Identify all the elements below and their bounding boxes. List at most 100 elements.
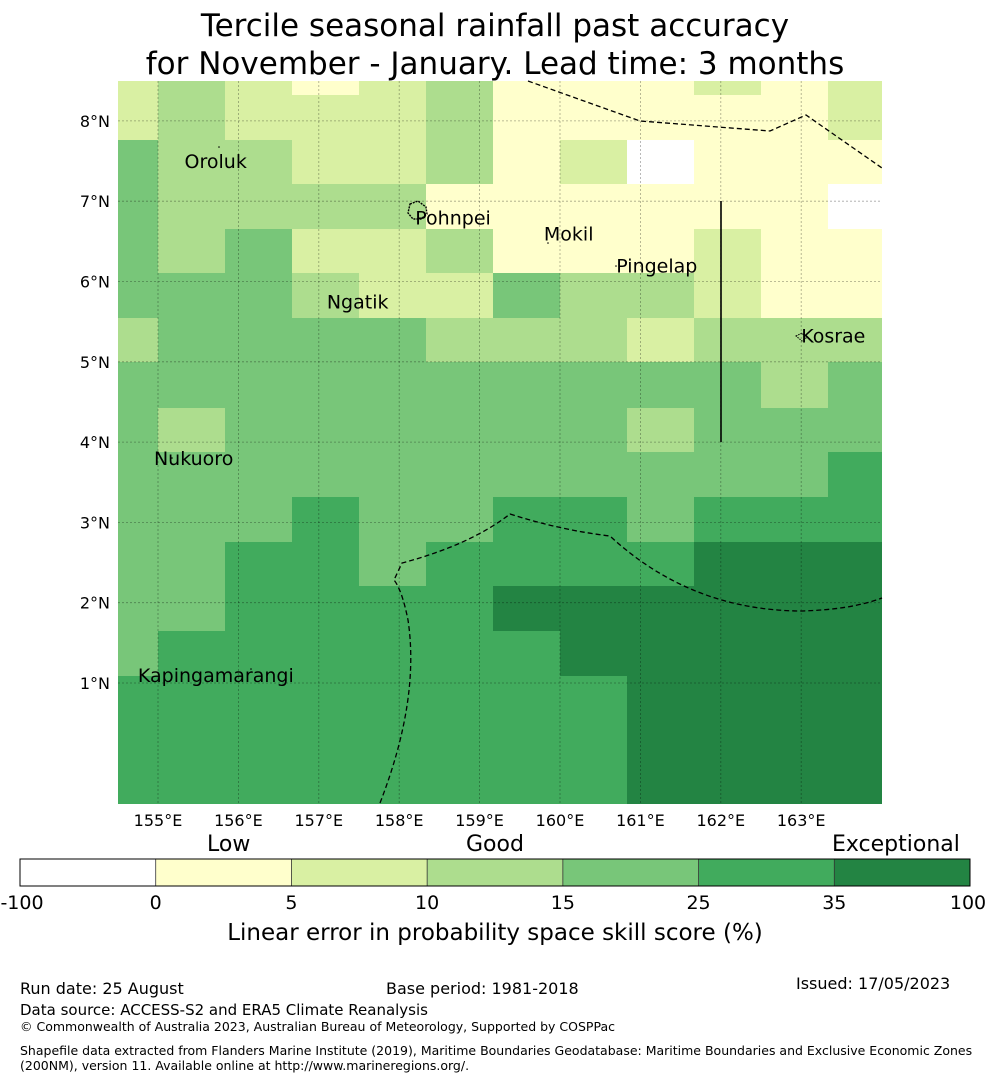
grid-cell (426, 676, 493, 804)
place-labels: Oroluk Pohnpei Mokil Pingelap Ngatik Kosrae Nu… (138, 151, 865, 687)
grid-cell (292, 362, 359, 408)
grid-cell (359, 452, 426, 497)
island-dots (171, 146, 617, 670)
grid-cell (292, 95, 359, 140)
grid-cell (761, 95, 828, 140)
grid-cell (828, 184, 882, 229)
grid-cell (292, 631, 359, 676)
grid-cell (292, 586, 359, 631)
grid-cell (761, 676, 828, 804)
grid-cell (225, 81, 292, 95)
grid-cell (560, 408, 627, 452)
grid-cell (761, 184, 828, 229)
grid-cell (828, 318, 882, 362)
grid-cell (560, 273, 627, 318)
grid-cell (560, 95, 627, 140)
grid-cell (292, 452, 359, 497)
grid-cell (627, 81, 694, 95)
place-label: Mokil (544, 223, 594, 245)
kosrae-island-shape (795, 332, 807, 342)
eez-boundary-north (527, 80, 883, 169)
colorbar-tick-label: 10 (415, 892, 439, 914)
grid-cell (158, 318, 225, 362)
grid-cell (225, 140, 292, 184)
latitude-label: 3°N (80, 513, 110, 532)
grid-cell (292, 273, 359, 318)
grid-cell (694, 95, 761, 140)
grid-cell (118, 318, 158, 362)
grid-cell (828, 408, 882, 452)
colorbar-tick-label: 15 (551, 892, 575, 914)
longitude-label: 163°E (777, 811, 826, 830)
colorbar-tick-label: 100 (950, 892, 986, 914)
grid-cell (627, 676, 694, 804)
colorbar-segment (834, 859, 970, 886)
grid-cell (225, 676, 292, 804)
latitude-label: 8°N (80, 112, 110, 131)
grid-cell (627, 184, 694, 229)
grid-cell (359, 631, 426, 676)
grid-cell (493, 676, 560, 804)
colorbar-segment (20, 859, 156, 886)
grid-cell (627, 408, 694, 452)
grid-cell (694, 408, 761, 452)
grid-cell (426, 631, 493, 676)
grid-cell (118, 408, 158, 452)
grid-cell (694, 542, 761, 586)
grid-cell (493, 362, 560, 408)
grid-cell (426, 318, 493, 362)
grid-cell (493, 273, 560, 318)
colorbar-segment (427, 859, 563, 886)
grid-cell (761, 273, 828, 318)
grid-cell (694, 586, 761, 631)
grid-cell (493, 452, 560, 497)
grid-cell (560, 81, 627, 95)
grid-cell (426, 452, 493, 497)
grid-cell (560, 542, 627, 586)
longitude-labels: 155°E 156°E 157°E 158°E 159°E 160°E 161°E 162°E… (134, 811, 826, 830)
grid-cell (359, 229, 426, 273)
grid-cell (426, 497, 493, 542)
grid-cell (694, 362, 761, 408)
grid-cell (225, 586, 292, 631)
map-title-line-1: Tercile seasonal rainfall past accuracy (200, 8, 790, 44)
colorbar-segment (155, 859, 292, 886)
longitude-label: 157°E (294, 811, 343, 830)
grid-cell (158, 184, 225, 229)
run-date: Run date: 25 August (20, 979, 184, 998)
skill-grid (118, 81, 882, 804)
grid-cell (359, 408, 426, 452)
colorbar-tick-label: 35 (822, 892, 846, 914)
grid-cell (560, 140, 627, 184)
pohnpei-island-shape (407, 200, 428, 220)
latitude-label: 6°N (80, 273, 110, 292)
grid-cell (493, 408, 560, 452)
grid-cell (158, 676, 225, 804)
grid-cell (828, 497, 882, 542)
longitude-label: 158°E (375, 811, 424, 830)
grid-cell (761, 81, 828, 95)
grid-cell (761, 631, 828, 676)
grid-cell (158, 140, 225, 184)
latitude-label: 7°N (80, 192, 110, 211)
grid-cell (493, 318, 560, 362)
grid-cell (828, 273, 882, 318)
grid-cell (694, 497, 761, 542)
grid-cell (694, 184, 761, 229)
latitude-label: 4°N (80, 433, 110, 452)
grid-cell (627, 542, 694, 586)
grid-cell (560, 362, 627, 408)
grid-cell (493, 229, 560, 273)
place-label: Kosrae (801, 325, 865, 347)
grid-cell (560, 676, 627, 804)
grid-cell (359, 676, 426, 804)
grid-cell (359, 81, 426, 95)
base-period: Base period: 1981-2018 (386, 979, 579, 998)
latitude-label: 5°N (80, 353, 110, 372)
grid-cell (627, 273, 694, 318)
colorbar (19, 858, 971, 887)
nukuoro-dot (171, 457, 173, 459)
grid-cell (493, 95, 560, 140)
grid-cell (694, 676, 761, 804)
grid-cell (828, 81, 882, 95)
